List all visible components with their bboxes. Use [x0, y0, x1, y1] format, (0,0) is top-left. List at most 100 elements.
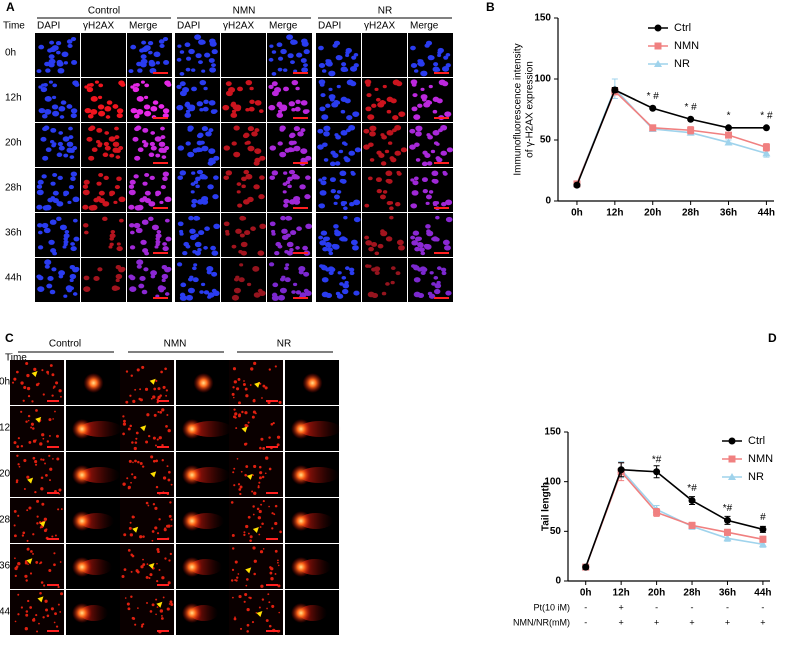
nucleus: [187, 287, 195, 294]
data-point: [617, 466, 625, 474]
row-label: 36h: [0, 561, 16, 572]
micrograph: [81, 168, 126, 212]
nucleus: [294, 175, 300, 180]
nucleus: [93, 275, 100, 281]
comet-dot: [128, 526, 132, 530]
comet-dot: [41, 369, 44, 372]
channel-label: Merge: [410, 21, 439, 32]
comet-closeup: [285, 452, 339, 497]
nucleus: [325, 103, 331, 108]
nucleus: [206, 266, 214, 272]
nucleus: [59, 115, 65, 119]
nucleus: [438, 79, 446, 86]
nucleus: [344, 266, 350, 271]
comet-dot: [135, 569, 139, 573]
comet-dot: [268, 467, 272, 471]
nucleus: [330, 188, 336, 194]
comet-dot: [232, 471, 235, 474]
nucleus: [389, 206, 394, 211]
comet-dot: [232, 396, 235, 399]
micrograph: [408, 123, 454, 167]
comet-dot: [261, 475, 265, 479]
nucleus: [283, 203, 289, 208]
micrograph: [221, 168, 266, 212]
nucleus: [179, 71, 185, 76]
comet-dot: [277, 559, 279, 562]
nucleus: [130, 107, 138, 114]
nucleus: [277, 109, 283, 114]
nucleus: [115, 278, 120, 283]
nucleus: [151, 224, 159, 231]
comet-dot: [23, 487, 26, 490]
arrowhead: [246, 473, 253, 480]
row-label: 20h: [5, 138, 22, 149]
comet-dot: [259, 526, 262, 528]
micrograph: [81, 258, 126, 302]
nucleus: [162, 36, 169, 42]
nucleus: [333, 40, 341, 46]
comet-dot: [160, 370, 163, 374]
nucleus: [155, 61, 160, 65]
comet-dot: [152, 459, 156, 463]
nucleus: [136, 96, 144, 102]
nucleus: [67, 200, 72, 205]
comet-dot: [17, 514, 20, 517]
legend-label: NR: [674, 58, 690, 70]
nucleus: [285, 180, 291, 184]
nucleus: [115, 148, 121, 153]
nucleus: [105, 115, 111, 119]
nucleus: [413, 277, 421, 283]
nucleus: [252, 266, 260, 272]
comet-dot: [167, 428, 171, 433]
comet-field: [10, 452, 64, 497]
nucleus: [128, 189, 136, 196]
channel-label: Merge: [269, 21, 298, 32]
nucleus: [322, 142, 328, 147]
nucleus: [398, 245, 405, 251]
nucleus: [394, 150, 402, 156]
comet-dot: [268, 368, 271, 371]
comet-dot: [258, 481, 261, 484]
nucleus: [202, 175, 208, 180]
nucleus: [144, 197, 151, 204]
nucleus: [98, 83, 104, 88]
comet-dot: [41, 433, 45, 437]
comet-field: [120, 544, 174, 589]
nucleus: [341, 288, 349, 295]
comet-field: [10, 360, 64, 405]
comet-dot: [161, 459, 164, 462]
comet-dot: [170, 525, 173, 527]
comet-dot: [244, 423, 248, 428]
nucleus: [191, 203, 197, 208]
nucleus: [129, 245, 136, 250]
nucleus: [177, 44, 182, 48]
comet-dot: [22, 531, 26, 535]
comet-dot: [259, 471, 263, 475]
nucleus: [292, 282, 298, 287]
comet-dot: [24, 561, 28, 565]
y-tick-label: 150: [544, 427, 561, 438]
micrograph: [267, 78, 312, 122]
nucleus: [428, 84, 433, 89]
nucleus: [87, 113, 94, 119]
nucleus: [336, 190, 342, 194]
nucleus: [36, 204, 43, 210]
nucleus: [332, 244, 340, 250]
nucleus: [57, 141, 63, 147]
comet-field: [120, 406, 174, 451]
nucleus: [287, 216, 293, 221]
micrograph: [362, 258, 407, 302]
micrograph: [362, 33, 407, 77]
y-tick-label: 100: [544, 476, 561, 487]
nucleus: [445, 52, 451, 57]
nucleus: [236, 182, 242, 186]
nucleus: [199, 108, 204, 112]
nucleus: [51, 45, 59, 51]
comet-dot: [238, 594, 242, 599]
comet-head: [72, 557, 92, 577]
nucleus: [72, 196, 80, 203]
nucleus: [109, 242, 114, 247]
nucleus: [179, 50, 185, 54]
nucleus: [304, 290, 312, 296]
comet-dot: [165, 389, 169, 392]
